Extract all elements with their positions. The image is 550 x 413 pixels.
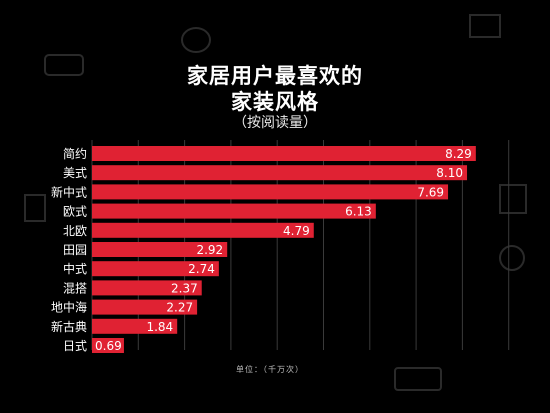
bar-1: [92, 165, 468, 181]
bar-10: [92, 338, 124, 353]
value-label: 0.69: [95, 339, 122, 353]
value-label: 6.13: [345, 205, 372, 219]
value-label: 1.84: [146, 320, 173, 334]
frame-icon: [24, 194, 46, 222]
value-label: 4.79: [283, 224, 310, 238]
bar-8: [92, 299, 198, 315]
bars: [92, 146, 476, 353]
bar-7: [92, 280, 202, 296]
bar-5: [92, 242, 228, 257]
category-label: 北欧: [63, 224, 87, 238]
chart-title-line1: 家居用户最喜欢的: [187, 64, 363, 88]
category-label: 新中式: [51, 184, 87, 199]
value-label: 2.27: [166, 301, 193, 315]
bar-9: [92, 318, 178, 334]
value-label: 2.92: [196, 243, 223, 257]
labels: 简约 8.29 美式 8.10 新中式 7.69 欧式 6.13 北欧 4.79 田园 2.92 中式 2…: [51, 146, 472, 353]
cabinet-icon: [499, 184, 527, 214]
category-label: 田园: [63, 243, 87, 257]
category-label: 地中海: [51, 300, 87, 315]
bar-4: [92, 222, 314, 238]
category-label: 美式: [63, 166, 87, 180]
chart-title-line2: 家装风格: [231, 90, 319, 114]
bed-icon: [394, 367, 442, 391]
bar-6: [92, 261, 219, 277]
chart-subtitle: （按阅读量）: [233, 115, 317, 131]
value-label: 2.37: [171, 281, 198, 295]
bar-3: [92, 203, 376, 219]
value-label: 8.29: [445, 147, 472, 161]
value-label: 2.74: [188, 262, 215, 276]
clock-icon: [499, 245, 525, 271]
unit-note: 单位：（千万次）: [236, 365, 304, 374]
value-label: 8.10: [436, 166, 463, 180]
bar-2: [92, 184, 449, 200]
category-label: 欧式: [63, 205, 87, 219]
category-label: 日式: [63, 339, 87, 353]
value-label: 7.69: [417, 185, 444, 199]
sofa-icon: [44, 54, 84, 76]
category-label: 新古典: [51, 319, 87, 334]
category-label: 中式: [63, 261, 87, 276]
lamp-icon: [181, 27, 211, 53]
category-label: 混搭: [63, 281, 87, 295]
category-label: 简约: [63, 146, 87, 161]
shelf-icon: [469, 14, 501, 38]
bar-0: [92, 146, 476, 161]
